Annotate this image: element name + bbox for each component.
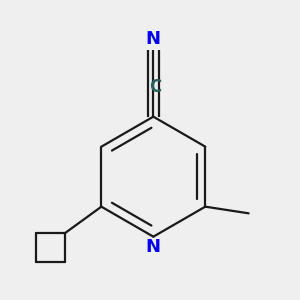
Text: N: N	[146, 30, 161, 48]
Text: C: C	[149, 78, 161, 96]
Text: N: N	[146, 238, 161, 256]
